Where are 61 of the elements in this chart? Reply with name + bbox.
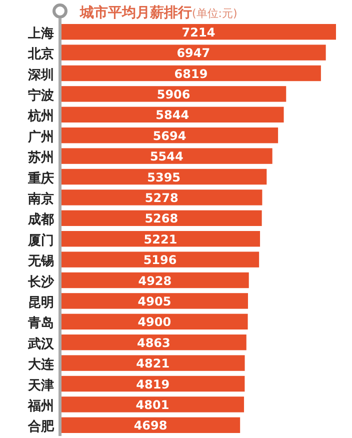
y-tick-label: 大连 bbox=[28, 358, 55, 373]
data-label: 4698 bbox=[134, 418, 168, 433]
y-tick-label: 福州 bbox=[27, 398, 54, 414]
data-label: 4900 bbox=[138, 315, 172, 330]
bar bbox=[61, 168, 267, 185]
y-tick-label: 宁波 bbox=[28, 87, 55, 104]
bar bbox=[61, 417, 240, 433]
data-label: 4819 bbox=[136, 377, 170, 392]
bar bbox=[61, 128, 278, 144]
bar bbox=[61, 252, 260, 268]
y-tick-label: 苏州 bbox=[27, 150, 54, 166]
data-label: 5906 bbox=[156, 87, 190, 102]
bar bbox=[61, 314, 248, 330]
bar bbox=[61, 293, 248, 309]
y-tick-label: 北京 bbox=[27, 46, 54, 62]
data-label: 5544 bbox=[150, 150, 184, 164]
data-label: 5278 bbox=[144, 190, 178, 205]
data-label: 4801 bbox=[136, 398, 170, 412]
data-label: 5694 bbox=[152, 128, 186, 143]
bar bbox=[61, 272, 249, 288]
chart-subtitle: (单位:元) bbox=[192, 7, 238, 20]
y-tick-label: 重庆 bbox=[27, 170, 54, 186]
data-label: 4928 bbox=[138, 274, 172, 288]
y-tick-label: 厦门 bbox=[27, 232, 54, 248]
data-label: 4863 bbox=[136, 336, 170, 350]
data-label: 5196 bbox=[143, 253, 177, 268]
bar bbox=[61, 210, 262, 226]
y-tick-label: 武汉 bbox=[27, 336, 55, 352]
y-tick-label: 杭州 bbox=[27, 108, 54, 124]
y-tick-label: 南京 bbox=[27, 190, 54, 207]
bar bbox=[61, 190, 262, 206]
y-tick-label: 天津 bbox=[27, 378, 54, 394]
bar bbox=[61, 334, 246, 350]
y-tick-label: 广州 bbox=[27, 128, 54, 145]
data-label: 6819 bbox=[174, 66, 208, 81]
y-tick-label: 青岛 bbox=[27, 316, 54, 332]
y-tick-label: 成都 bbox=[27, 212, 54, 228]
data-label: 6947 bbox=[176, 46, 210, 60]
bar bbox=[61, 106, 284, 122]
data-label: 4905 bbox=[138, 294, 172, 308]
data-label: 5221 bbox=[144, 232, 178, 246]
y-tick-label: 昆明 bbox=[28, 295, 54, 310]
data-label: 5844 bbox=[156, 108, 190, 122]
bar bbox=[61, 44, 326, 60]
bar bbox=[61, 231, 260, 247]
data-label: 5268 bbox=[144, 212, 178, 226]
y-tick-label: 合肥 bbox=[27, 418, 55, 435]
data-label: 7214 bbox=[182, 25, 216, 40]
bar bbox=[61, 396, 244, 412]
y-tick-label: 上海 bbox=[27, 26, 54, 42]
y-tick-label: 无锡 bbox=[27, 254, 54, 270]
data-label: 5395 bbox=[147, 170, 181, 184]
y-tick-label: 深圳 bbox=[27, 68, 54, 83]
data-label: 4821 bbox=[136, 356, 170, 371]
bar bbox=[61, 65, 321, 82]
bar bbox=[61, 86, 286, 102]
bar bbox=[61, 355, 245, 371]
bar bbox=[61, 24, 336, 40]
bar bbox=[61, 376, 245, 392]
y-tick-label: 长沙 bbox=[27, 274, 55, 290]
bar bbox=[61, 148, 272, 164]
